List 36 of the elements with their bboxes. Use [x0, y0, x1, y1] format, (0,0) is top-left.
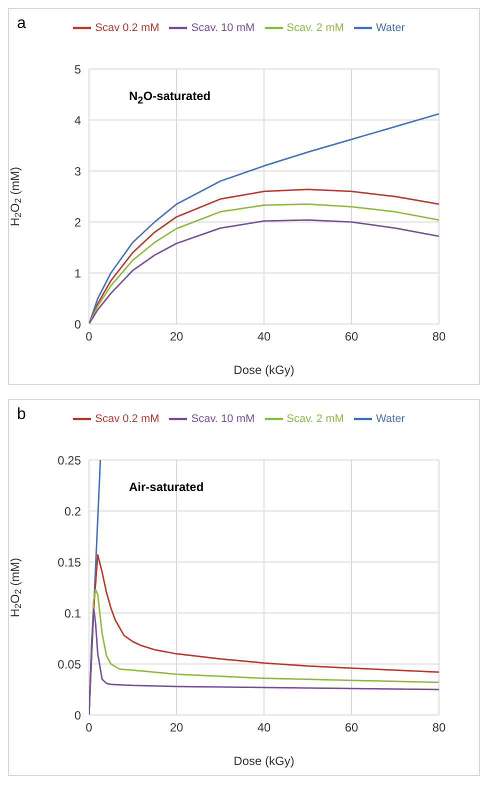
- legend-label: Scav 0.2 mM: [95, 412, 160, 425]
- x-axis-title: Dose (kGy): [234, 363, 294, 377]
- y-tick-label: 0.15: [58, 555, 82, 570]
- x-tick-label: 0: [86, 720, 93, 735]
- legend-label: Water: [376, 22, 405, 34]
- x-tick-label: 20: [170, 720, 184, 735]
- x-axis-title: Dose (kGy): [234, 754, 294, 768]
- text: b: [17, 406, 26, 424]
- legend-label: Scav. 2 mM: [286, 22, 344, 34]
- legend-label: Scav 0.2 mM: [95, 22, 160, 34]
- y-tick-label: 0.1: [64, 606, 82, 620]
- y-tick-label: 4: [74, 113, 82, 128]
- x-tick-label: 60: [344, 330, 358, 344]
- x-tick-label: 20: [170, 330, 184, 344]
- x-tick-label: 80: [432, 720, 446, 735]
- x-tick-label: 60: [344, 720, 358, 735]
- legend-label: Scav. 10 mM: [191, 412, 255, 425]
- legend-label: Scav. 2 mM: [286, 412, 344, 425]
- y-tick-label: 2: [74, 215, 82, 230]
- legend-label: Scav. 10 mM: [191, 22, 255, 34]
- annotation: N$_{2}$O-saturated: [129, 89, 211, 106]
- annotation: Air-saturated: [129, 480, 204, 494]
- legend-label: Water: [376, 412, 405, 425]
- text: a: [17, 15, 26, 33]
- y-tick-label: 0: [74, 708, 82, 722]
- y-tick-label: 0: [74, 317, 82, 332]
- y-tick-label: 0.05: [58, 657, 82, 672]
- x-tick-label: 40: [257, 330, 271, 344]
- y-tick-label: 1: [74, 266, 82, 280]
- y-tick-label: 5: [74, 62, 82, 76]
- y-tick-label: 0.25: [58, 453, 82, 468]
- x-tick-label: 0: [86, 330, 93, 344]
- x-tick-label: 80: [432, 330, 446, 344]
- y-tick-label: 0.2: [64, 504, 82, 518]
- y-tick-label: 3: [74, 164, 82, 178]
- x-tick-label: 40: [257, 720, 271, 735]
